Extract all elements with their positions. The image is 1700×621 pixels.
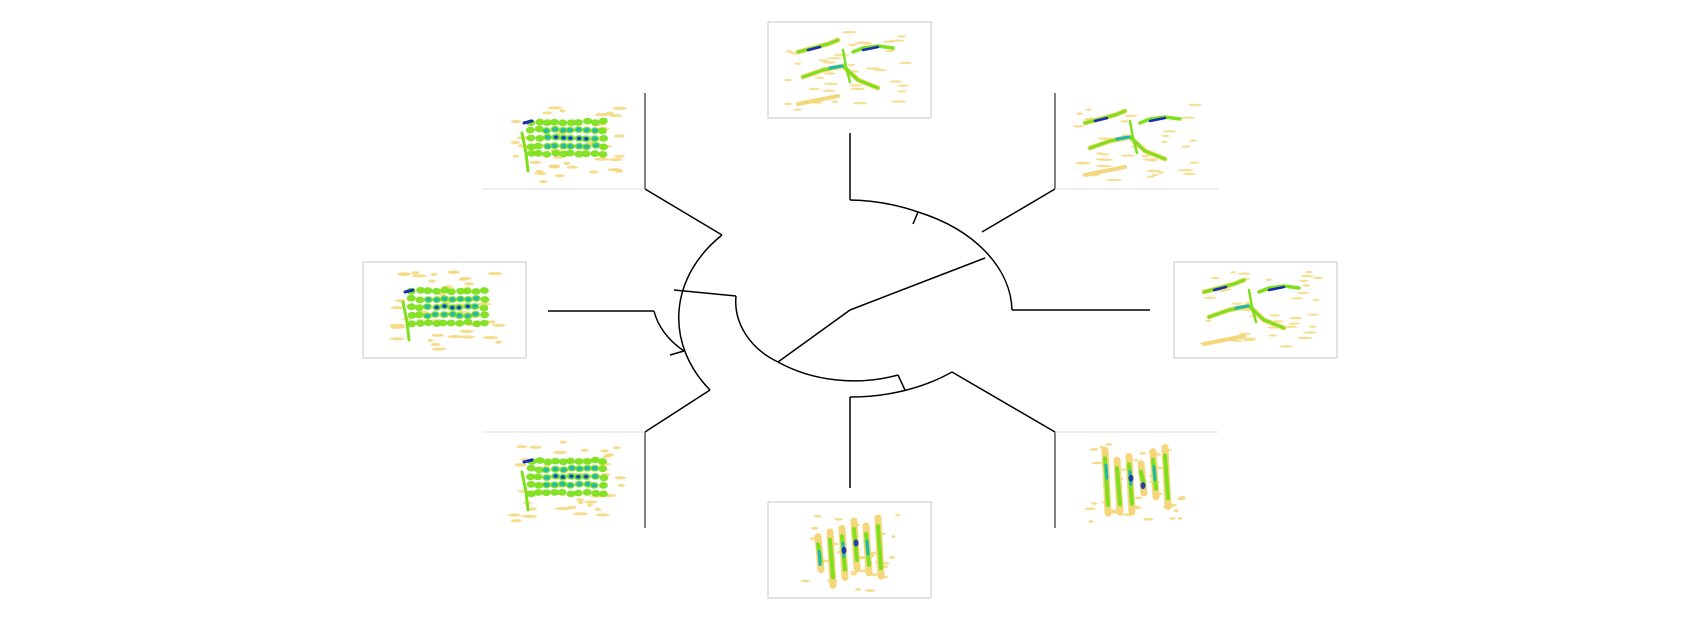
leaf-left — [362, 261, 527, 359]
spectrogram-image — [783, 31, 912, 111]
leaf-upper-left — [482, 106, 645, 190]
clade-left-inner-arc — [734, 295, 779, 363]
root-branch — [849, 257, 986, 311]
leaf-frame — [767, 501, 932, 599]
stem-upper-right — [981, 188, 1056, 233]
leaf-bottom — [767, 501, 932, 599]
stem-lower-right — [951, 371, 1056, 433]
clade-top-arc — [849, 199, 919, 213]
leaf-images — [362, 21, 1338, 599]
clade-left-sub-link — [669, 350, 685, 356]
leaf-right — [1173, 261, 1338, 359]
clade-left-link — [673, 289, 737, 297]
clade-inner-link — [912, 211, 919, 225]
spectrogram-image — [1200, 270, 1324, 348]
spectrogram-image — [1084, 443, 1186, 523]
leaf-frame — [362, 261, 527, 359]
spectrogram-image — [1072, 103, 1202, 182]
clade-left-outer-arc — [677, 234, 723, 391]
leaf-lower-left — [482, 431, 645, 523]
stem-upper-left — [644, 188, 723, 236]
spectrogram-image — [800, 513, 900, 592]
leaf-lower-right — [1055, 431, 1218, 523]
stem-lower-left — [644, 389, 711, 433]
spectrogram-image — [510, 106, 627, 184]
spectrogram-image — [507, 440, 627, 523]
spectrogram-image — [389, 270, 506, 351]
clade-lower-link — [897, 374, 906, 391]
clade-left-sub-arc — [653, 310, 685, 352]
leaf-top — [767, 21, 932, 119]
root-branch-left — [777, 309, 851, 363]
clade-lowerright-arc — [849, 371, 953, 398]
leaf-upper-right — [1055, 103, 1218, 190]
clade-bottom-arc — [777, 361, 899, 382]
clade-right-arc — [917, 211, 1013, 311]
dendrogram-branches — [548, 93, 1150, 528]
